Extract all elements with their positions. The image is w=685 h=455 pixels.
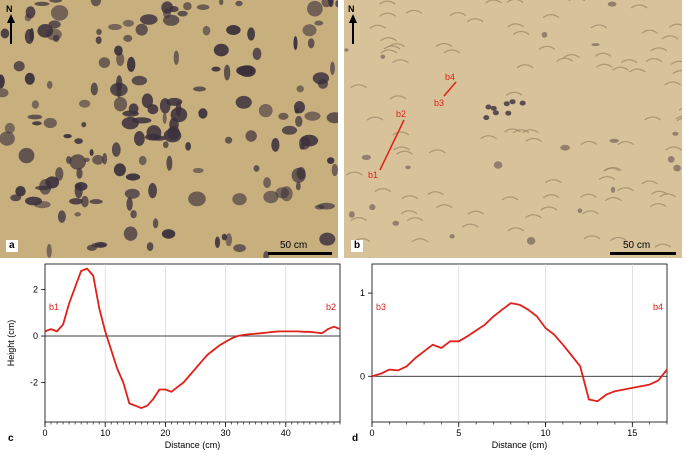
plot-frame bbox=[371, 263, 668, 423]
y-tick-label: 1 bbox=[360, 288, 365, 298]
north-arrow-icon bbox=[349, 14, 357, 44]
marker-b1: b1 bbox=[368, 170, 378, 180]
panel-letter-c: c bbox=[8, 433, 14, 444]
marker-b3: b3 bbox=[434, 98, 444, 108]
plot-frame bbox=[44, 263, 341, 423]
x-axis-title: Distance (cm) bbox=[492, 440, 548, 450]
north-arrow-b: N bbox=[348, 4, 358, 44]
profile-series-line bbox=[44, 267, 341, 410]
x-tick-label: 40 bbox=[281, 428, 291, 438]
chart-d: 0 5 10 15 1 0 Distance (cm) b3 b4 bbox=[342, 258, 685, 455]
y-tick-label: 0 bbox=[360, 371, 365, 381]
x-tick-label: 30 bbox=[221, 428, 231, 438]
y-tick-label: -2 bbox=[30, 378, 38, 388]
x-tick-label: 10 bbox=[541, 428, 551, 438]
x-axis-title: Distance (cm) bbox=[165, 440, 221, 450]
marker-b4: b4 bbox=[445, 72, 455, 82]
scale-label-b: 50 cm bbox=[623, 240, 651, 251]
north-label-b: N bbox=[348, 4, 355, 14]
x-tick-label: 0 bbox=[369, 428, 374, 438]
x-tick-label: 15 bbox=[627, 428, 637, 438]
north-label-a: N bbox=[6, 4, 13, 14]
x-tick-label: 5 bbox=[456, 428, 461, 438]
profile-line-b1-b2 bbox=[379, 119, 405, 171]
profile-start-label: b3 bbox=[376, 302, 386, 312]
scale-bar-a bbox=[268, 252, 332, 255]
x-tick-label: 20 bbox=[160, 428, 170, 438]
clast-field-image bbox=[0, 0, 338, 258]
photo-panel-b bbox=[344, 0, 682, 258]
profile-lines-overlay: b1 b2 b3 b4 bbox=[368, 72, 457, 180]
profile-end-label: b4 bbox=[653, 302, 663, 312]
north-arrow-a: N bbox=[6, 4, 16, 44]
chart-c: 0 10 20 30 40 2 0 -2 Distance (cm) Height (cm) b1 b… bbox=[0, 258, 342, 455]
north-arrow-icon bbox=[7, 14, 15, 44]
y-axis-title: Height (cm) bbox=[6, 320, 16, 367]
profile-end-label: b2 bbox=[326, 302, 336, 312]
photo-panel-a bbox=[0, 0, 338, 258]
ripple-surface-image bbox=[344, 0, 682, 258]
scale-label-a: 50 cm bbox=[280, 240, 308, 251]
panel-letter-d: d bbox=[352, 433, 359, 444]
panel-letter-b: b bbox=[351, 240, 364, 252]
y-tick-label: 2 bbox=[33, 285, 38, 295]
profile-series-line bbox=[371, 302, 668, 403]
profile-line-b3-b4 bbox=[443, 81, 457, 97]
y-tick-label: 0 bbox=[33, 331, 38, 341]
panel-letter-a: a bbox=[6, 240, 18, 252]
scale-bar-b bbox=[610, 252, 676, 255]
x-tick-label: 0 bbox=[42, 428, 47, 438]
x-tick-label: 10 bbox=[100, 428, 110, 438]
profile-start-label: b1 bbox=[49, 302, 59, 312]
marker-b2: b2 bbox=[396, 109, 406, 119]
